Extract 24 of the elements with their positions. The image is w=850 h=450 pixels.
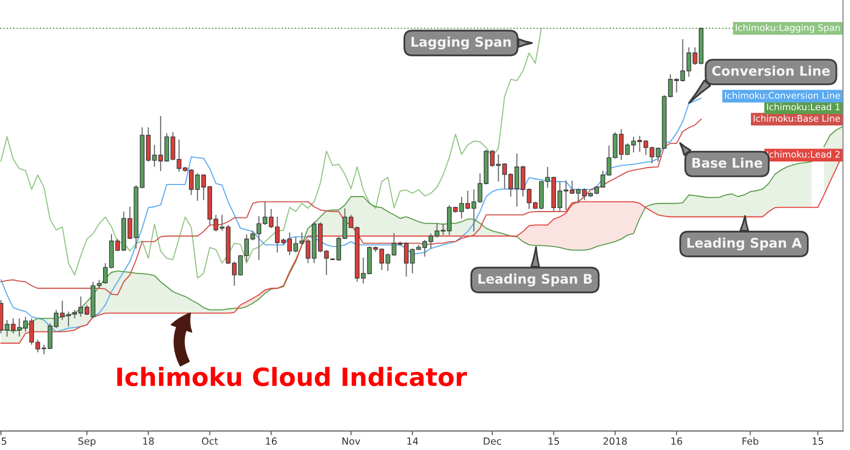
- x-tick-label: 15: [548, 438, 560, 445]
- x-tick-label: 18: [143, 437, 154, 445]
- x-tick-label: 5: [2, 438, 6, 445]
- annotation: Leading Span A: [687, 238, 802, 250]
- x-tick-label: Nov: [342, 438, 360, 445]
- series-label: Ichimoku:Lead 1: [767, 103, 840, 110]
- x-tick-label: Dec: [484, 438, 502, 445]
- x-tick-label: Sep: [78, 437, 96, 447]
- annotation: Lagging Span: [412, 36, 511, 50]
- annotation: Conversion Line: [712, 66, 830, 76]
- annotation: Leading Span B: [478, 274, 592, 286]
- x-tick-label: 14: [407, 438, 418, 445]
- x-tick-label: 16: [266, 437, 277, 445]
- text: Ichimoku Cloud Indicator: [117, 366, 467, 386]
- x-tick-label: 16: [671, 437, 682, 445]
- series-label: Ichimoku:Lead 2: [767, 150, 840, 158]
- text: Ichimoku:Base Line: [754, 114, 840, 122]
- text: Ichimoku:Lagging Span: [736, 24, 840, 33]
- x-tick-label: 15: [812, 438, 824, 445]
- x-tick-label: Oct: [202, 437, 218, 445]
- annotation: Base Line: [692, 158, 762, 168]
- text: Ichimoku:Conversion Line: [725, 92, 840, 99]
- x-tick-label: Feb: [742, 437, 758, 445]
- x-tick-label: 2018: [603, 437, 627, 445]
